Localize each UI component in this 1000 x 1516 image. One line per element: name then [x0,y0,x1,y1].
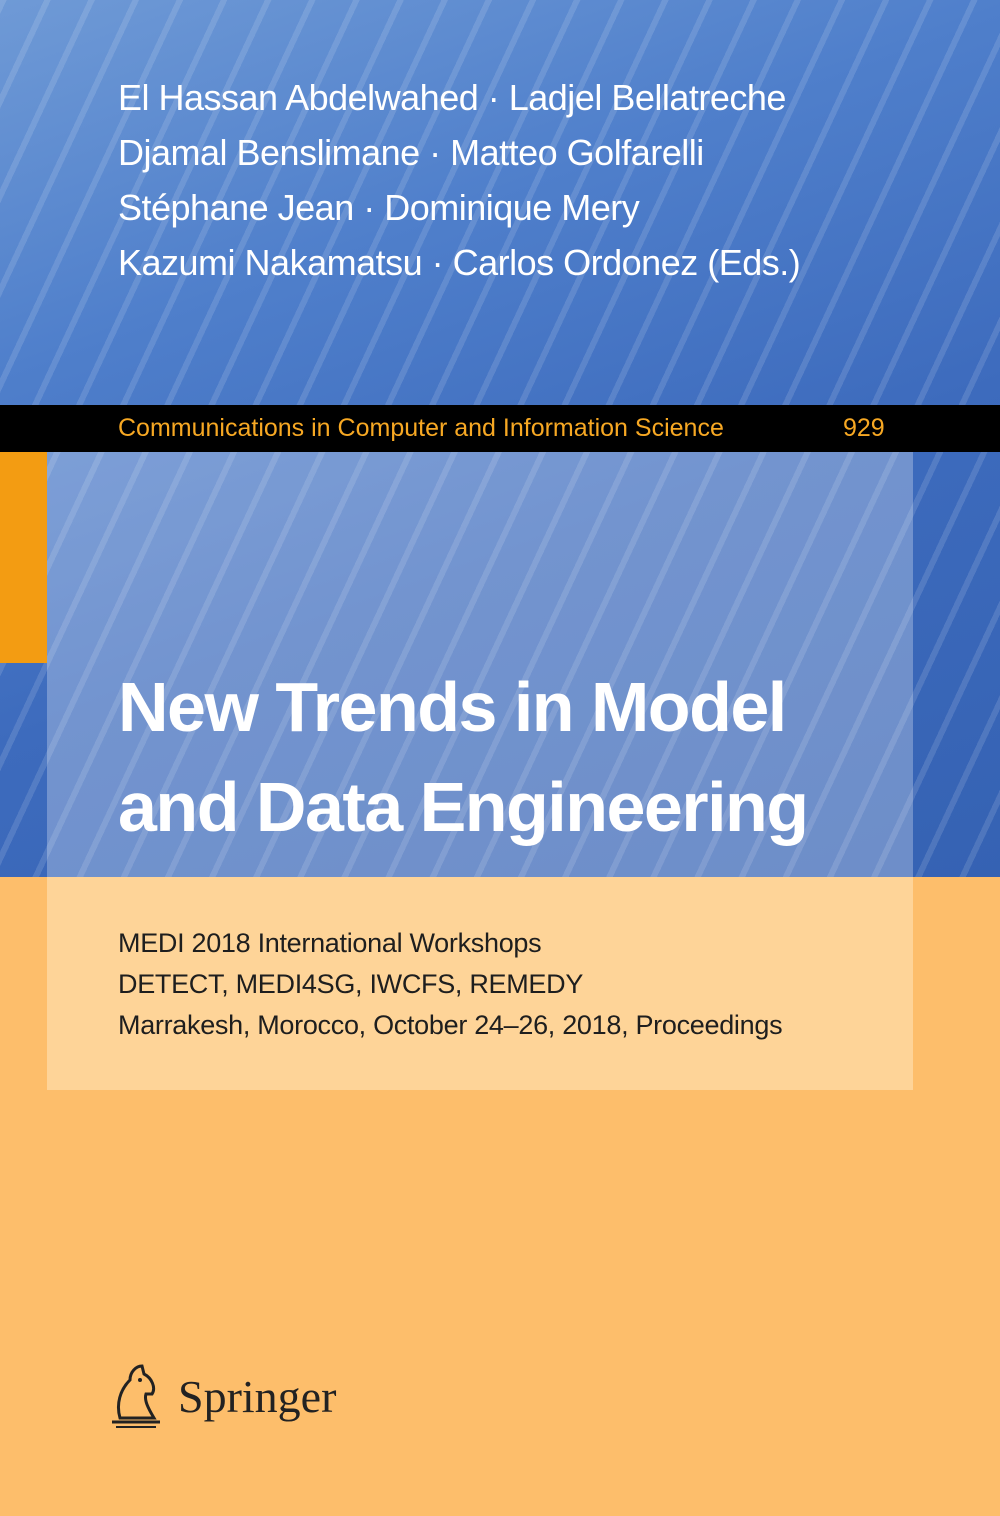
editor-line: Kazumi Nakamatsu · Carlos Ordonez (Eds.) [118,242,801,283]
publisher-name: Springer [178,1371,337,1422]
subtitle-line: MEDI 2018 International Workshops [118,928,542,958]
title-line: and Data Engineering [118,768,809,846]
editor-line: Djamal Benslimane · Matteo Golfarelli [118,132,704,173]
subtitle-panel [47,877,913,1090]
publisher-logo [112,1364,160,1428]
subtitle-line: Marrakesh, Morocco, October 24–26, 2018,… [118,1010,783,1040]
subtitle-line: DETECT, MEDI4SG, IWCFS, REMEDY [118,969,584,999]
editor-line: El Hassan Abdelwahed · Ladjel Bellatrech… [118,77,786,118]
accent-strip [0,452,47,663]
title-line: New Trends in Model [118,668,787,746]
title-panel [47,452,913,877]
editor-line: Stéphane Jean · Dominique Mery [118,187,640,228]
series-band [0,405,1000,452]
series-volume: 929 [843,414,885,442]
series-name: Communications in Computer and Informati… [118,414,724,442]
